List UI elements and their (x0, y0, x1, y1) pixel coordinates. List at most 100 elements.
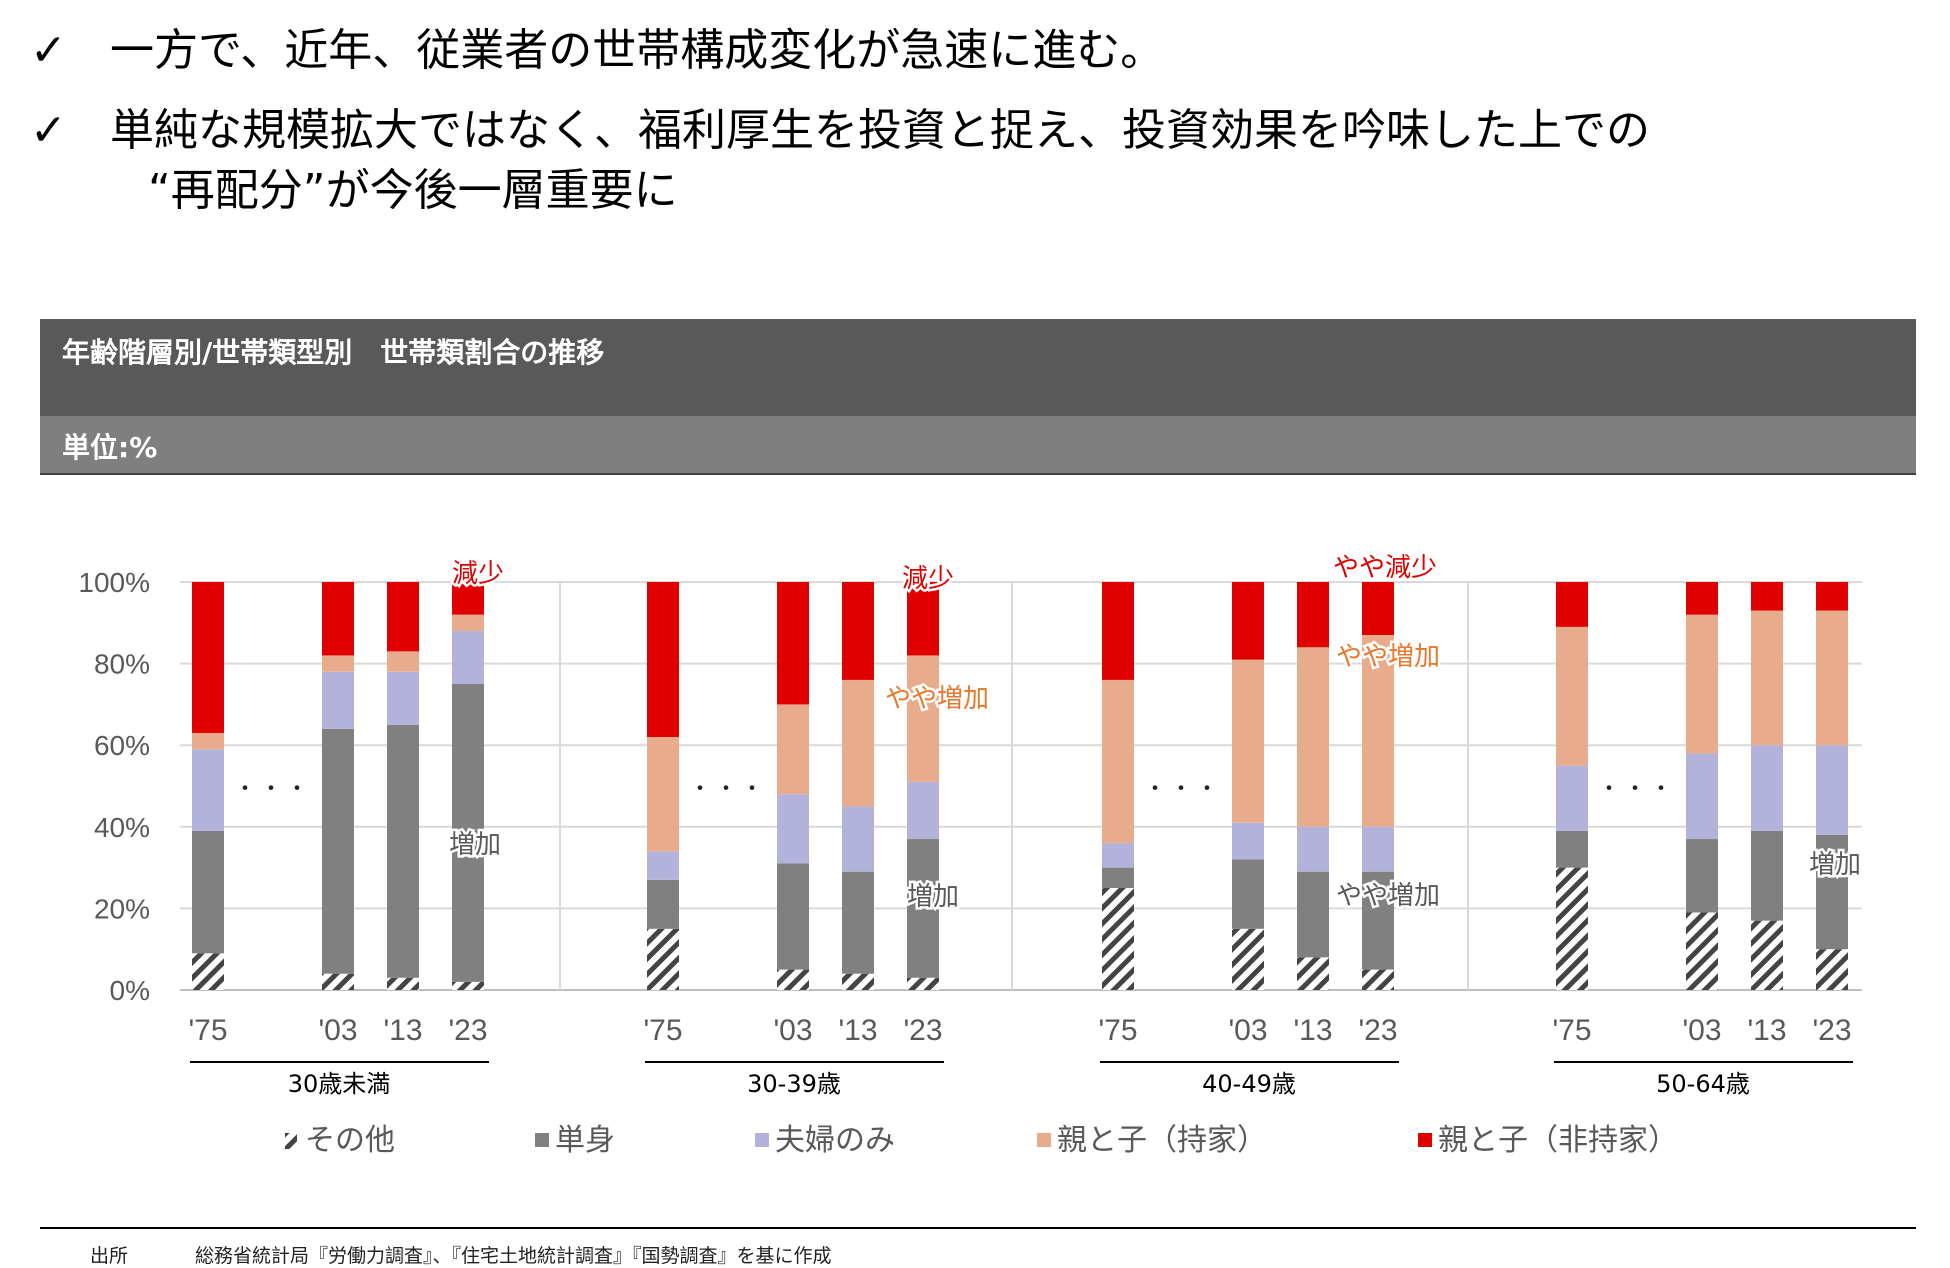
group-label: 40-49歳 (1202, 1070, 1296, 1098)
bar-segment-single (1751, 830, 1783, 921)
legend-label: その他 (305, 1123, 395, 1158)
group-label: 30-39歳 (747, 1070, 841, 1098)
y-tick-label: 0% (110, 975, 150, 1006)
bar-segment-couple-only (322, 671, 354, 729)
annotation-label: 減少 (902, 564, 954, 594)
x-tick-label: '75 (1552, 1014, 1591, 1047)
x-tick-label: '03 (773, 1014, 812, 1047)
annotation-label: やや増加 (1336, 881, 1440, 911)
bar-segment-single (1232, 859, 1264, 929)
bar-segment-other (322, 973, 354, 990)
x-tick-label: '03 (1682, 1014, 1721, 1047)
bar-segment-couple-only (452, 630, 484, 684)
bar-segment-single (907, 839, 939, 978)
bar-segment-couple-only (1297, 826, 1329, 872)
bar-segment-parent-child-renter (1362, 582, 1394, 636)
bar-segment-couple-only (1362, 826, 1394, 872)
bar-segment-parent-child-owner (1362, 635, 1394, 827)
bar-segment-parent-child-renter (1556, 582, 1588, 627)
x-tick-label: '75 (188, 1014, 227, 1047)
bar-segment-couple-only (1686, 753, 1718, 840)
bar-segment-parent-child-owner (842, 679, 874, 807)
x-tick-label: '03 (318, 1014, 357, 1047)
bar-segment-other (647, 928, 679, 990)
x-tick-label: '23 (903, 1014, 942, 1047)
bar-segment-parent-child-owner (192, 732, 224, 750)
bar-segment-parent-child-owner (1751, 610, 1783, 746)
ellipsis: ・・・ (234, 777, 312, 802)
bar-segment-other (452, 981, 484, 990)
bar-segment-parent-child-renter (907, 582, 939, 656)
bar-segment-parent-child-renter (777, 582, 809, 705)
bar-segment-parent-child-owner (387, 651, 419, 672)
unit-bar: 単位:% (40, 416, 1916, 475)
bar-segment-parent-child-owner (1556, 626, 1588, 766)
bar-segment-couple-only (647, 851, 679, 880)
bar-segment-parent-child-renter (1232, 582, 1264, 660)
bar-segment-parent-child-renter (1751, 582, 1783, 611)
annotation-label: 増加 (907, 882, 959, 912)
bullet-text: 一方で、近年、従業者の世帯構成変化が急速に進む。 (110, 25, 1165, 76)
bar-segment-parent-child-owner (322, 655, 354, 672)
bar-segment-other (1816, 949, 1848, 990)
bar-segment-parent-child-renter (647, 582, 679, 738)
x-tick-label: '13 (838, 1014, 877, 1047)
bar-segment-parent-child-renter (1816, 582, 1848, 611)
bar-segment-other (192, 953, 224, 990)
bar-segment-parent-child-renter (1102, 582, 1134, 680)
bar-segment-other (1232, 928, 1264, 990)
source-text: 総務省統計局『労働力調査』、『住宅土地統計調査』『国勢調査』を基に作成 (195, 1245, 832, 1267)
bar-segment-parent-child-owner (777, 704, 809, 795)
bar-segment-couple-only (907, 781, 939, 840)
bar-segment-single (387, 724, 419, 978)
bar-segment-parent-child-owner (1232, 659, 1264, 823)
ellipsis: ・・・ (1598, 777, 1676, 802)
bar-segment-parent-child-renter (192, 582, 224, 733)
source-label: 出所 (90, 1245, 129, 1267)
x-tick-label: '75 (1098, 1014, 1137, 1047)
group-label: 30歳未満 (288, 1070, 391, 1098)
x-tick-label: '03 (1228, 1014, 1267, 1047)
bar-segment-other (1751, 920, 1783, 990)
legend-swatch (755, 1133, 769, 1147)
x-tick-label: '23 (1812, 1014, 1851, 1047)
y-tick-label: 20% (94, 893, 150, 924)
bar-segment-parent-child-owner (452, 614, 484, 631)
bar-segment-couple-only (777, 794, 809, 864)
annotation-label: 増加 (449, 830, 501, 860)
bar-segment-parent-child-renter (1297, 582, 1329, 648)
annotation-label: 増加 (1809, 850, 1861, 880)
bar-segment-single (647, 879, 679, 929)
group-label: 50-64歳 (1656, 1070, 1750, 1098)
bar-segment-parent-child-owner (1102, 679, 1134, 844)
legend-label: 親と子（持家） (1057, 1123, 1267, 1158)
legend-label: 単身 (555, 1123, 615, 1158)
annotation-label: やや増加 (1336, 642, 1440, 672)
legend-swatch (285, 1133, 297, 1149)
bar-segment-other (1297, 957, 1329, 990)
x-tick-label: '13 (1293, 1014, 1332, 1047)
bar-segment-couple-only (1232, 822, 1264, 860)
bar-segment-other (907, 977, 939, 990)
bar-segment-other (1362, 969, 1394, 990)
ellipsis: ・・・ (689, 777, 767, 802)
bar-segment-couple-only (842, 806, 874, 872)
checkmark-icon: ✓ (30, 25, 67, 76)
footer-divider (40, 1227, 1916, 1229)
legend-label: 夫婦のみ (775, 1123, 895, 1158)
bar-segment-other (1686, 912, 1718, 990)
bar-segment-parent-child-owner (1686, 614, 1718, 754)
bar-segment-parent-child-owner (647, 737, 679, 852)
bar-segment-parent-child-renter (322, 582, 354, 656)
bar-segment-couple-only (1816, 745, 1848, 835)
legend-label: 親と子（非持家） (1438, 1123, 1678, 1158)
bar-segment-single (1362, 871, 1394, 970)
unit-label: 単位:% (62, 431, 158, 464)
bar-segment-single (1816, 834, 1848, 950)
bar-segment-parent-child-renter (1686, 582, 1718, 615)
bar-segment-parent-child-renter (387, 582, 419, 652)
y-tick-label: 100% (78, 567, 150, 598)
bullet-text: “再配分”が今後一層重要に (148, 165, 678, 216)
ellipsis: ・・・ (1144, 777, 1222, 802)
